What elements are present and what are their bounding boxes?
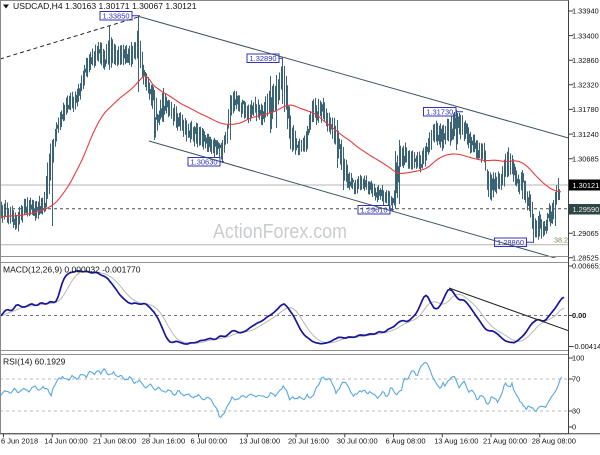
- svg-text:1.28860: 1.28860: [497, 238, 524, 247]
- svg-text:1.29610: 1.29610: [360, 206, 387, 215]
- svg-text:30 Jul 00:00: 30 Jul 00:00: [337, 437, 378, 446]
- svg-text:1.31780: 1.31780: [572, 105, 599, 114]
- svg-text:1.28525: 1.28525: [572, 254, 599, 263]
- svg-text:70: 70: [572, 375, 580, 384]
- svg-text:1.30630: 1.30630: [190, 158, 217, 167]
- svg-text:38.2: 38.2: [554, 236, 568, 245]
- svg-text:1.32860: 1.32860: [572, 56, 599, 65]
- svg-text:1.31240: 1.31240: [572, 130, 599, 139]
- svg-text:21 Aug 00:00: 21 Aug 00:00: [483, 437, 527, 446]
- svg-text:-0.004145: -0.004145: [572, 342, 600, 351]
- svg-text:30: 30: [572, 407, 580, 416]
- svg-text:RSI(14) 60.1929: RSI(14) 60.1929: [3, 357, 66, 367]
- svg-text:1.32320: 1.32320: [572, 81, 599, 90]
- svg-text:1.30685: 1.30685: [572, 154, 599, 163]
- svg-text:1.29590: 1.29590: [573, 205, 600, 214]
- svg-text:0: 0: [572, 423, 576, 432]
- svg-text:0.00: 0.00: [572, 311, 586, 320]
- svg-text:100: 100: [572, 354, 584, 363]
- svg-text:1.32890: 1.32890: [249, 54, 276, 63]
- svg-text:1.33400: 1.33400: [572, 31, 599, 40]
- svg-text:1.29065: 1.29065: [572, 229, 599, 238]
- svg-text:1.30121: 1.30121: [573, 181, 600, 190]
- svg-text:14 Jun 00:00: 14 Jun 00:00: [44, 437, 87, 446]
- svg-text:USDCAD,H4 1.30163 1.30171 1.3: USDCAD,H4 1.30163 1.30171 1.30067 1.3012…: [13, 1, 197, 11]
- svg-text:1.33850: 1.33850: [102, 12, 129, 21]
- svg-text:20 Jul 16:00: 20 Jul 16:00: [288, 437, 329, 446]
- svg-text:6 Aug 08:00: 6 Aug 08:00: [386, 437, 426, 446]
- svg-text:6 Jul 00:00: 6 Jul 00:00: [191, 437, 228, 446]
- svg-text:13 Aug 16:00: 13 Aug 16:00: [434, 437, 478, 446]
- svg-text:21 Jun 08:00: 21 Jun 08:00: [93, 437, 136, 446]
- svg-text:1.31730: 1.31730: [426, 108, 453, 117]
- svg-text:28 Aug 08:00: 28 Aug 08:00: [532, 437, 576, 446]
- svg-text:6 Jun 2018: 6 Jun 2018: [1, 437, 38, 446]
- svg-text:MACD(12,26,9) 0.000032 -0.0017: MACD(12,26,9) 0.000032 -0.001770: [3, 265, 141, 275]
- svg-text:13 Jul 08:00: 13 Jul 08:00: [239, 437, 280, 446]
- svg-text:1.33940: 1.33940: [572, 7, 599, 16]
- svg-text:0.006651: 0.006651: [572, 262, 600, 271]
- svg-text:ActionForex.com: ActionForex.com: [213, 221, 347, 243]
- svg-text:28 Jun 16:00: 28 Jun 16:00: [142, 437, 185, 446]
